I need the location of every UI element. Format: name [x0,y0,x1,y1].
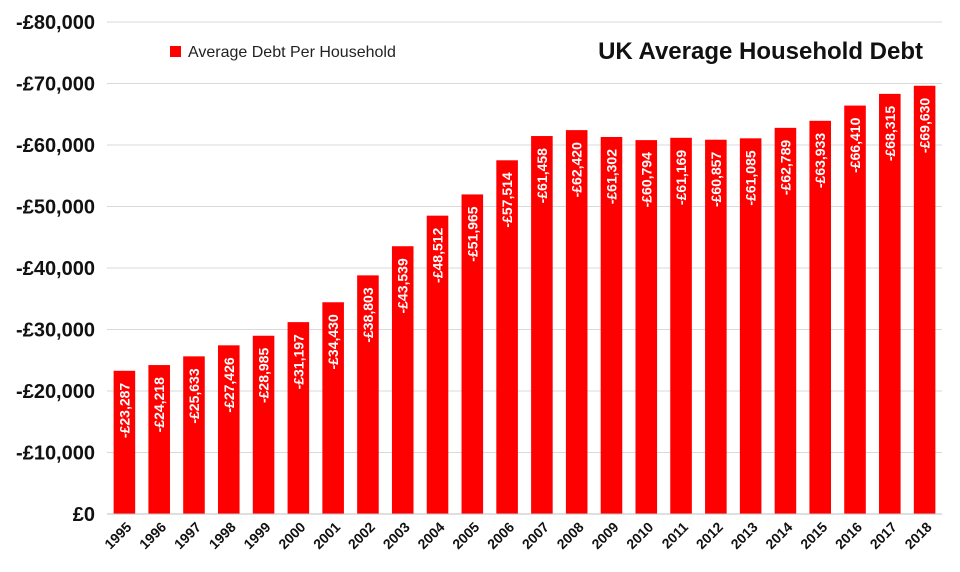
x-tick-label: 2009 [588,519,621,552]
bar [670,137,692,514]
x-tick-label: 2017 [867,519,900,552]
data-label: -£51,965 [464,206,480,261]
bar [774,127,797,514]
x-axis-tick-labels: 1995 1996 1997 1998 1999 2000 2001 2002 2003 2004… [101,519,935,552]
bar [148,365,170,514]
x-tick-label: 2002 [345,519,378,552]
chart-title: UK Average Household Debt [598,38,923,65]
x-tick-label: 1996 [136,519,169,552]
legend-label: Average Debt Per Household [188,44,396,61]
bar [357,275,379,514]
x-tick-label: 2005 [449,519,482,552]
bar [705,139,727,515]
bar [322,302,344,514]
y-tick-label: -£30,000 [16,320,95,342]
x-tick-label: 2012 [693,519,726,552]
data-label: -£34,430 [325,314,341,369]
data-label: -£43,539 [395,258,411,313]
legend-swatch [170,46,181,57]
x-tick-label: 1998 [206,519,239,552]
data-label: -£24,218 [151,377,167,432]
y-tick-label: -£70,000 [16,74,95,96]
bar [461,194,484,514]
bar [565,130,588,514]
x-tick-label: 2010 [623,519,656,552]
bar [844,105,866,515]
bar [496,160,518,515]
x-tick-label: 2003 [380,519,413,552]
bar [635,140,658,515]
bar [252,335,275,514]
y-tick-label: £0 [73,504,95,526]
data-label: -£61,085 [743,150,759,205]
y-tick-label: -£60,000 [16,135,95,157]
data-label: -£66,410 [847,117,863,172]
data-label: -£62,789 [777,140,793,195]
data-label: -£31,197 [290,334,306,389]
bar [287,322,310,514]
x-tick-label: 2007 [519,519,552,552]
data-label: -£25,633 [186,368,202,423]
data-label: -£60,857 [708,152,724,207]
x-tick-label: 1997 [171,519,204,552]
data-label: -£60,794 [638,152,654,207]
bar [217,345,240,514]
y-tick-label: -£40,000 [16,258,95,280]
data-label: -£23,287 [116,383,132,438]
x-tick-label: 2011 [658,519,691,552]
data-label: -£62,420 [569,142,585,197]
data-label: -£63,933 [812,133,828,188]
x-tick-label: 1999 [240,519,273,552]
bar [879,93,901,515]
data-labels: -£23,287 -£24,218 -£25,633 -£27,426 -£28,985… [116,98,932,438]
data-label: -£27,426 [221,357,237,412]
bar [600,136,623,514]
data-label: -£61,458 [534,148,550,203]
bar [113,370,136,514]
data-label: -£38,803 [360,287,376,342]
y-tick-label: -£20,000 [16,381,95,403]
bar [739,138,762,514]
bar [391,246,414,514]
bar [183,356,205,514]
bar [809,120,832,515]
x-tick-label: 2015 [797,519,830,552]
gridlines [107,21,942,453]
data-label: -£61,169 [673,150,689,205]
data-label: -£48,512 [430,227,446,282]
bar [531,136,553,514]
bar [426,215,449,515]
x-tick-label: 2006 [484,519,517,552]
y-tick-label: -£10,000 [16,443,95,465]
data-label: -£57,514 [499,172,515,227]
x-tick-label: 2004 [414,519,447,552]
bars [113,85,936,515]
y-axis-tick-labels: £0 -£10,000 -£20,000 -£30,000 -£40,000 -£50,0… [16,12,95,526]
x-tick-label: 2016 [832,519,865,552]
data-label: -£61,302 [603,149,619,204]
x-tick-label: 2000 [275,519,308,552]
y-tick-label: -£50,000 [16,197,95,219]
x-tick-label: 2014 [762,519,795,552]
x-tick-label: 2001 [310,519,343,552]
x-tick-label: 1995 [101,519,134,552]
data-label: -£69,630 [917,98,933,153]
x-tick-label: 2013 [727,519,760,552]
bar [913,85,936,514]
legend: Average Debt Per Household [170,44,396,61]
x-tick-label: 2018 [901,519,934,552]
y-tick-label: -£80,000 [16,12,95,34]
data-label: -£68,315 [882,106,898,161]
x-tick-label: 2008 [553,519,586,552]
data-label: -£28,985 [256,348,272,403]
